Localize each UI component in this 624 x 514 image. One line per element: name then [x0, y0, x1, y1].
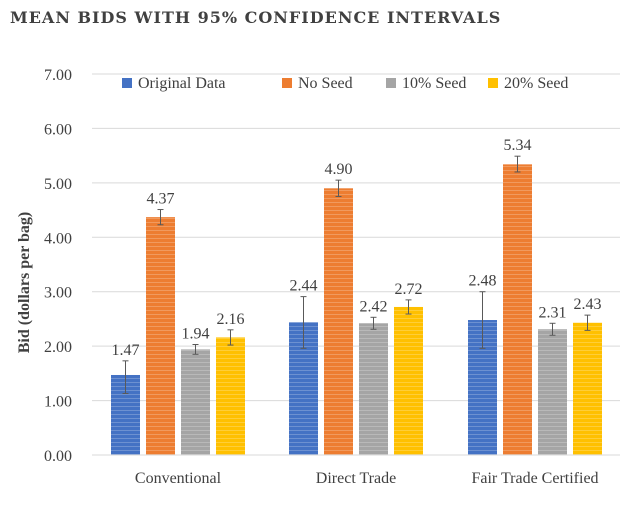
- data-label: 4.90: [325, 161, 353, 178]
- y-tick-label: 1.00: [44, 394, 72, 411]
- x-tick-label: Direct Trade: [316, 470, 396, 487]
- y-tick-label: 5.00: [44, 176, 72, 193]
- bar: [146, 217, 175, 455]
- data-label: 2.44: [290, 278, 318, 295]
- legend-swatch: [386, 78, 396, 88]
- legend-label: Original Data: [138, 75, 226, 92]
- y-tick-label: 3.00: [44, 285, 72, 302]
- bar: [394, 306, 423, 455]
- data-label: 5.34: [504, 137, 532, 154]
- bar: [324, 188, 353, 456]
- x-tick-label: Fair Trade Certified: [471, 470, 598, 487]
- legend-swatch: [122, 78, 132, 88]
- data-label: 2.48: [469, 273, 497, 290]
- legend-label: No Seed: [298, 75, 353, 92]
- data-label: 2.16: [217, 311, 245, 328]
- data-label: 1.47: [112, 342, 140, 359]
- legend-swatch: [282, 78, 292, 88]
- data-label: 2.31: [539, 304, 567, 321]
- x-tick-label: Conventional: [135, 470, 222, 487]
- y-tick-label: 7.00: [44, 67, 72, 84]
- legend-swatch: [488, 78, 498, 88]
- data-label: 2.43: [574, 296, 602, 313]
- bar: [216, 337, 245, 455]
- legend-label: 10% Seed: [402, 75, 466, 92]
- bar: [538, 329, 567, 455]
- data-label: 2.42: [360, 298, 388, 315]
- data-label: 1.94: [182, 326, 210, 343]
- data-label: 2.72: [395, 281, 423, 298]
- y-tick-label: 4.00: [44, 230, 72, 247]
- bar: [359, 323, 388, 455]
- y-tick-label: 6.00: [44, 121, 72, 138]
- y-tick-label: 0.00: [44, 448, 72, 465]
- y-tick-label: 2.00: [44, 339, 72, 356]
- y-axis-label: Bid (dollars per bag): [16, 212, 33, 354]
- chart-title: MEAN BIDS WITH 95% CONFIDENCE INTERVALS: [10, 8, 502, 27]
- bar: [181, 349, 210, 455]
- data-label: 4.37: [147, 191, 175, 208]
- legend-label: 20% Seed: [504, 75, 568, 92]
- bar: [573, 322, 602, 455]
- bar: [503, 164, 532, 455]
